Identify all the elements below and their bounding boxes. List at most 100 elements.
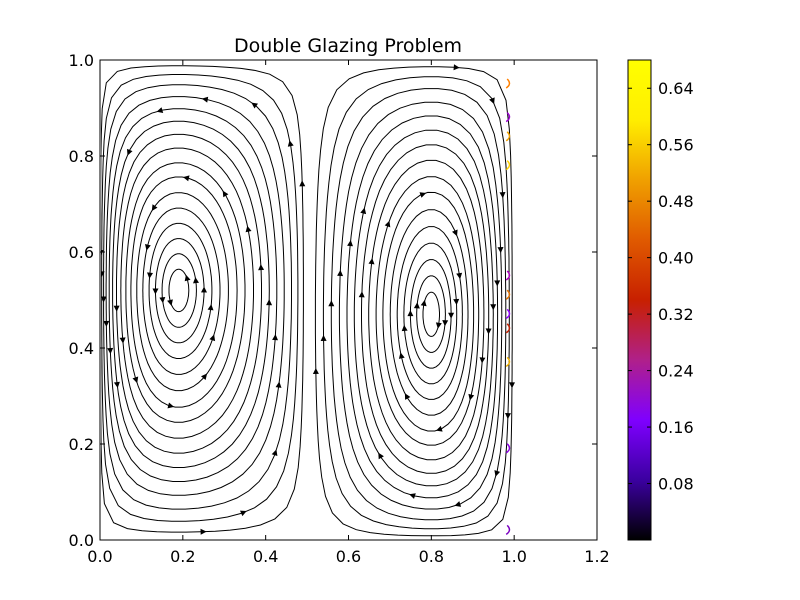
streamline-arrow	[207, 304, 214, 311]
x-axis: 0.0 0.2 0.4 0.6 0.8 1.0 1.2	[87, 60, 610, 566]
streamline	[105, 96, 285, 496]
streamline	[361, 144, 490, 474]
colored-streamline-fragment	[505, 308, 511, 320]
streamline-arrow	[419, 192, 427, 198]
streamline-arrow	[119, 337, 126, 344]
streamline-arrow	[505, 413, 511, 420]
streamline-arrow	[436, 425, 443, 432]
streamline-arrow	[489, 97, 495, 105]
streamline-arrow	[409, 493, 416, 499]
y-tick-label: 0.2	[69, 435, 94, 454]
streamline	[338, 101, 503, 510]
streamline	[112, 120, 270, 468]
x-tick-label: 1.2	[584, 547, 609, 566]
x-tick-label: 1.0	[501, 547, 526, 566]
streamline-arrow	[103, 320, 110, 327]
streamline	[396, 226, 463, 400]
streamline-arrow	[490, 304, 497, 311]
x-tick-label: 0.0	[87, 547, 112, 566]
colorbar-tick-label: 0.08	[658, 475, 694, 494]
streamline-arrow	[245, 225, 252, 233]
streamline-arrow	[320, 334, 327, 341]
streamline-arrow	[413, 302, 420, 309]
streamline-arrow	[156, 107, 164, 113]
colorbar-tick-label: 0.24	[658, 362, 694, 381]
streamline-arrow	[452, 229, 458, 237]
streamline-arrow	[200, 528, 207, 535]
streamline-arrow	[272, 334, 278, 341]
colored-streamline-fragment	[505, 112, 511, 123]
x-tick-label: 0.8	[419, 547, 444, 566]
y-tick-label: 1.0	[69, 51, 94, 70]
streamline-arrow	[384, 220, 391, 228]
streamline-arrow	[494, 470, 501, 477]
streamline-arrow	[107, 347, 114, 355]
streamline	[416, 275, 446, 353]
streamline-arrow	[360, 207, 367, 215]
streamline-arrow	[378, 452, 384, 460]
streamline-arrow	[127, 148, 133, 156]
streamline-arrow	[184, 274, 191, 282]
streamline	[108, 108, 278, 482]
streamline-arrow	[209, 334, 216, 342]
colored-streamline-fragment	[505, 78, 511, 89]
streamline-arrow	[101, 296, 107, 303]
streamline-arrow	[167, 299, 173, 306]
streamline	[322, 76, 510, 530]
chart-title: Double Glazing Problem	[234, 35, 462, 57]
streamline	[403, 242, 458, 385]
streamline-arrow	[448, 312, 455, 319]
streamline-arrow	[468, 393, 475, 401]
streamline-arrow	[159, 297, 166, 304]
streamline-arrow	[454, 501, 462, 507]
streamline-arrow	[271, 449, 278, 456]
streamline-arrow	[222, 190, 229, 198]
streamline-arrow	[183, 175, 190, 182]
colorbar-gradient	[627, 59, 652, 541]
streamline-arrow	[368, 258, 375, 265]
streamline-arrow	[442, 320, 449, 327]
streamline	[101, 65, 304, 533]
colored-streamline-fragment	[505, 131, 511, 142]
streamline-arrow	[193, 277, 199, 284]
streamline-arrow	[401, 324, 408, 332]
streamline	[103, 84, 292, 510]
colored-streamline-fragment	[505, 270, 511, 281]
colorbar-tick-label: 0.16	[658, 418, 694, 437]
streamline-arrow	[201, 373, 208, 380]
streamline-arrow	[145, 244, 151, 251]
streamline	[353, 129, 494, 487]
colorbar-tick-label: 0.40	[658, 249, 694, 268]
colored-streamline-fragment	[505, 160, 511, 171]
streamline-arrow	[251, 102, 258, 109]
y-tick-label: 0.4	[69, 339, 94, 358]
streamline	[314, 66, 513, 537]
streamline	[136, 192, 229, 392]
streamline	[120, 147, 254, 439]
streamline-arrow	[404, 393, 411, 400]
streamline	[330, 88, 507, 521]
streamline-arrow	[240, 510, 247, 517]
colorbar-tick-label: 0.64	[658, 79, 694, 98]
streamline-arrow	[398, 352, 405, 359]
edge-color-marks	[505, 78, 511, 536]
colored-streamline-fragment	[505, 524, 511, 536]
streamline-arrow	[453, 64, 460, 71]
streamline-arrow	[152, 288, 159, 295]
streamline-arrow	[479, 357, 486, 364]
streamline-arrow	[494, 280, 501, 287]
streamline-arrow	[167, 402, 175, 409]
y-tick-label: 0.0	[69, 531, 94, 550]
streamlines	[101, 64, 515, 537]
streamline-arrow	[113, 381, 120, 388]
x-tick-label: 0.6	[336, 547, 361, 566]
streamline	[101, 74, 299, 522]
streamline-arrow	[201, 286, 207, 293]
streamline-arrow	[337, 269, 344, 277]
colored-streamline-fragment	[505, 323, 511, 334]
streamline	[130, 176, 238, 408]
streamline-arrow	[497, 247, 504, 254]
streamline	[346, 115, 499, 499]
y-tick-label: 0.6	[69, 243, 94, 262]
